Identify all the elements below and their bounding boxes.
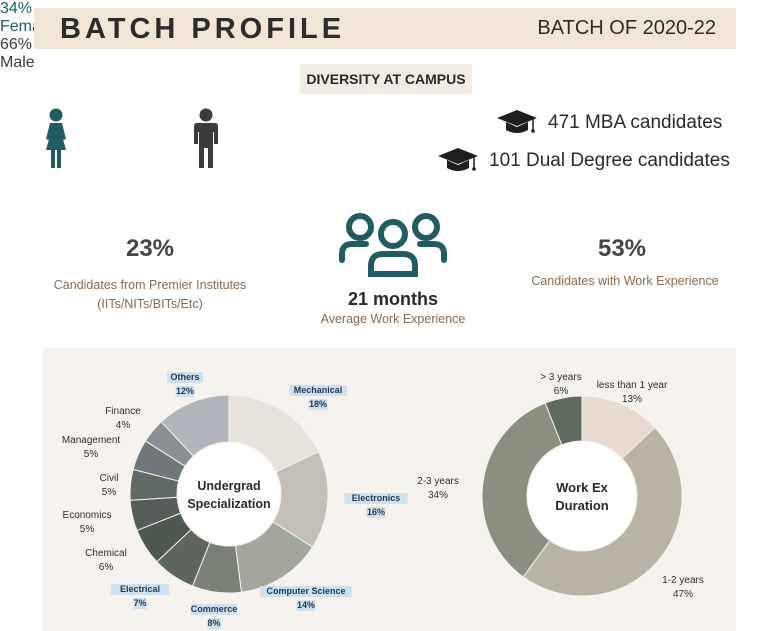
specialization-label-highlight — [133, 598, 147, 609]
work-ex-slice-1-2-years — [522, 426, 683, 597]
specialization-label-mechanical-pct: 18% — [309, 399, 327, 409]
premier-institutes-pct: 23% — [125, 235, 175, 262]
specialization-label-computer-science-pct: 14% — [297, 600, 315, 610]
specialization-label-management: Management — [62, 435, 121, 446]
male-stat: 66% Male — [0, 36, 768, 168]
mba-candidates: 471 MBA candidates — [548, 112, 723, 133]
male-percentage: 66% — [0, 36, 33, 53]
work-ex-label-3-years: > 3 years — [540, 372, 581, 383]
work-ex-label-less-than-1-year-pct: 13% — [622, 394, 642, 405]
work-ex-label-less-than-1-year: less than 1 year — [597, 380, 668, 391]
specialization-label-civil: Civil — [100, 473, 119, 484]
male-person-icon — [194, 108, 218, 168]
specialization-label-mechanical: Mechanical — [294, 385, 343, 395]
work-ex-slice-3-years — [544, 395, 583, 446]
work-ex-center — [528, 442, 636, 550]
specialization-label-finance: Finance — [105, 406, 141, 417]
specialization-title-line: Specialization — [187, 497, 270, 511]
page-title: BATCH PROFILE — [60, 13, 346, 45]
work-ex-title-line: Duration — [555, 498, 609, 513]
specialization-label-highlight — [344, 493, 408, 504]
female-person-icon — [46, 108, 66, 168]
specialization-center — [178, 443, 280, 545]
specialization-label-commerce: Commerce — [191, 604, 238, 614]
specialization-label-highlight — [190, 604, 238, 615]
work-ex-label-1-2-years-pct: 47% — [673, 589, 693, 600]
specialization-label-electronics-pct: 16% — [367, 507, 385, 517]
specialization-label-highlight — [207, 618, 221, 629]
work-ex-label-2-3-years-pct: 34% — [428, 490, 448, 501]
specialization-label-commerce-pct: 8% — [207, 618, 220, 628]
charts-panel: Undergrad Specialization Mechanical 18% Elec… — [43, 348, 736, 631]
specialization-label-chemical: Chemical — [85, 548, 127, 559]
specialization-label-highlight — [366, 507, 386, 518]
specialization-label-highlight — [167, 372, 203, 383]
premier-label-line1: Candidates from Premier Institutes — [53, 278, 247, 292]
premier-label-line2: (IITs/NITs/BITs/Etc) — [97, 297, 203, 311]
work-ex-slice-2-3-years — [481, 402, 563, 578]
specialization-label-economics-pct: 5% — [80, 524, 95, 535]
specialization-label-chemical-pct: 6% — [99, 562, 114, 573]
specialization-label-management-pct: 5% — [84, 449, 99, 460]
work-ex-label-2-3-years: 2-3 years — [417, 476, 459, 487]
avg-work-exp-label: Average Work Experience — [320, 312, 466, 326]
charts-svg: Undergrad Specialization Mechanical 18% Elec… — [62, 372, 704, 629]
specialization-label-highlight — [296, 600, 316, 611]
work-exp-pct-label: Candidates with Work Experience — [531, 274, 719, 288]
specialization-label-others: Others — [170, 372, 199, 382]
graduation-cap-icon — [497, 110, 537, 133]
specialization-label-computer-science: Computer Science — [266, 586, 345, 596]
specialization-label-economics: Economics — [63, 510, 112, 521]
specialization-label-electrical: Electrical — [120, 584, 160, 594]
specialization-label-electrical-pct: 7% — [133, 598, 146, 608]
specialization-label-highlight — [308, 399, 328, 410]
premier-institutes-label: Candidates from Premier Institutes (IITs… — [30, 276, 270, 314]
specialization-label-electronics: Electronics — [352, 493, 401, 503]
specialization-label-highlight — [175, 386, 195, 397]
work-ex-label-3-years-pct: 6% — [554, 386, 569, 397]
graduation-cap-icon — [438, 148, 478, 171]
batch-label: BATCH OF 2020-22 — [537, 17, 716, 39]
specialization-label-highlight — [260, 586, 352, 597]
dual-degree-candidates: 101 Dual Degree candidates — [489, 150, 730, 171]
work-ex-title-line: Work Ex — [556, 480, 609, 495]
avg-work-exp-months: 21 months — [347, 289, 439, 309]
male-label: Male — [0, 54, 35, 71]
specialization-label-highlight — [111, 584, 169, 595]
specialization-label-highlight — [289, 385, 347, 396]
work-ex-label-1-2-years: 1-2 years — [662, 575, 704, 586]
header-banner: BATCH PROFILE BATCH OF 2020-22 — [34, 8, 736, 49]
specialization-label-civil-pct: 5% — [102, 487, 117, 498]
specialization-slice-others — [160, 394, 230, 457]
diversity-heading: DIVERSITY AT CAMPUS — [300, 64, 472, 94]
specialization-title-line: Undergrad — [197, 479, 260, 493]
group-people-icon — [339, 213, 447, 277]
specialization-label-others-pct: 12% — [176, 386, 194, 396]
female-percentage: 34% — [0, 0, 33, 17]
specialization-label-finance-pct: 4% — [116, 420, 131, 431]
work-exp-pct: 53% — [597, 235, 647, 262]
